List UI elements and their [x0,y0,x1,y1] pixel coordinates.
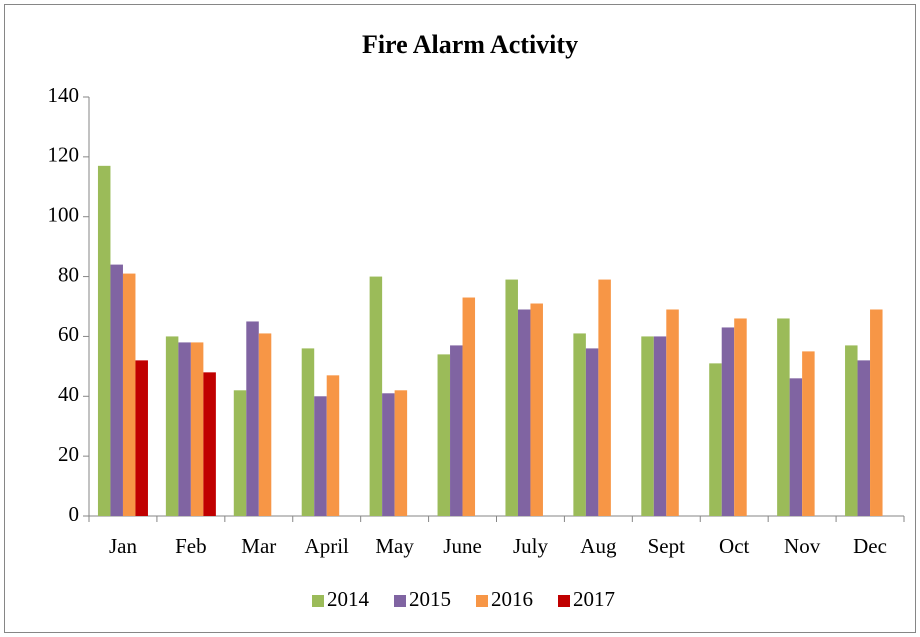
bar [382,393,395,516]
legend-swatch [476,595,488,607]
bar [394,390,408,516]
bar [721,327,735,516]
x-tick-label: Sept [648,534,686,558]
bar [450,345,463,516]
x-tick-label: Feb [175,534,207,558]
bar [190,342,204,516]
bar [122,273,136,516]
legend-label: 2016 [491,587,533,611]
bar [258,333,272,516]
x-tick-label: April [305,534,349,558]
y-tick-label: 40 [58,382,79,406]
y-tick-label: 20 [58,442,79,466]
x-tick-label: Nov [784,534,821,558]
y-tick-label: 100 [48,203,80,227]
bar [462,297,476,516]
bar [314,396,327,516]
x-tick-label: Jan [109,534,137,558]
bar [301,348,315,516]
bar [666,309,679,516]
x-tick-label: Aug [580,534,617,558]
bar [517,309,531,516]
bar [530,303,543,516]
legend-label: 2017 [573,587,615,611]
bar [789,378,803,516]
x-tick-label: Mar [241,534,276,558]
bar [369,276,383,516]
legend-swatch [394,595,406,607]
bar [653,336,667,516]
bar [246,321,259,516]
legend-label: 2014 [327,587,370,611]
bar [734,318,747,516]
y-tick-label: 60 [58,322,79,346]
x-tick-label: June [443,534,482,558]
bar [178,342,191,516]
bar [573,333,586,516]
bar [505,279,518,516]
bar [641,336,654,516]
bar [135,360,148,516]
bar [203,372,216,516]
bar [585,348,599,516]
bar [326,375,340,516]
bar [870,309,883,516]
y-tick-label: 120 [48,143,80,167]
x-tick-label: May [375,534,414,558]
x-tick-label: Oct [719,534,749,558]
bar [97,165,111,517]
bar [777,318,790,516]
legend-label: 2015 [409,587,451,611]
y-tick-label: 140 [48,83,80,107]
bar [110,264,123,516]
legend-swatch [558,595,570,607]
legend-swatch [312,595,324,607]
chart-title: Fire Alarm Activity [362,30,578,59]
x-tick-label: July [513,534,549,558]
bar [598,279,611,516]
bar [857,360,871,516]
bar [709,363,722,516]
x-tick-label: Dec [853,534,887,558]
bar [802,351,815,516]
bar [437,354,451,516]
chart-border [4,4,916,633]
bar [165,336,179,516]
y-tick-label: 0 [69,502,80,526]
bar [233,390,247,516]
bar [845,345,858,516]
y-tick-label: 80 [58,262,79,286]
